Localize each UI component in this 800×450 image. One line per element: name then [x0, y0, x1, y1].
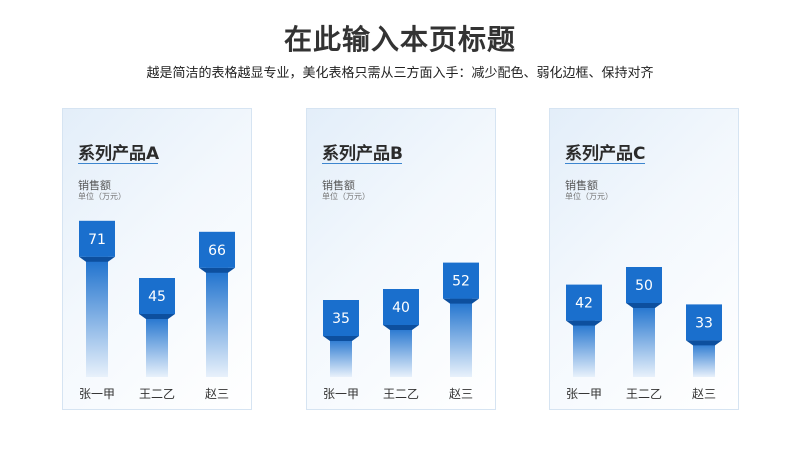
bar-bevel	[686, 340, 722, 346]
bar: 66	[199, 231, 235, 377]
data-label: 42	[575, 296, 593, 312]
bar-bevel	[79, 256, 115, 262]
chart-title: 系列产品C	[565, 144, 646, 164]
data-label: 71	[88, 232, 106, 248]
chart-card-a: 系列产品A 销售额 单位（万元） 71 张一甲 45 王二乙 66 赵三	[62, 108, 252, 410]
bar: 45	[139, 278, 175, 377]
title-underline	[322, 163, 402, 164]
category-label: 张一甲	[566, 387, 602, 401]
title-underline	[78, 163, 158, 164]
data-label: 33	[695, 315, 713, 331]
bar-chart: 35 张一甲 40 王二乙 52 赵三	[323, 262, 479, 401]
category-label: 张一甲	[79, 387, 115, 401]
bar-cap	[199, 231, 235, 268]
bar-cap	[686, 304, 722, 341]
bar: 40	[383, 289, 419, 377]
page-subtitle: 越是简洁的表格越显专业，美化表格只需从三方面入手：减少配色、弱化边框、保持对齐	[146, 66, 654, 81]
category-label: 赵三	[449, 387, 473, 401]
bar-bevel	[383, 325, 419, 330]
bar: 52	[443, 262, 479, 377]
category-label: 赵三	[692, 387, 716, 401]
unit-label: 单位（万元）	[78, 192, 126, 201]
chart-title: 系列产品A	[78, 144, 160, 164]
bar-column	[390, 325, 412, 377]
bar-cap	[443, 262, 479, 299]
bar-cap	[139, 278, 175, 314]
bar-bevel	[323, 336, 359, 341]
bar-bevel	[443, 298, 479, 304]
bar: 33	[686, 304, 722, 377]
chart-title: 系列产品B	[322, 144, 403, 164]
bar-chart: 71 张一甲 45 王二乙 66 赵三	[79, 220, 235, 401]
data-label: 50	[635, 278, 653, 294]
data-label: 52	[452, 274, 470, 290]
category-label: 王二乙	[383, 387, 419, 401]
bar-column	[450, 298, 472, 377]
title-underline	[565, 163, 645, 164]
bar-column	[86, 256, 108, 377]
chart-card-b: 系列产品B 销售额 单位（万元） 35 张一甲 40 王二乙 52 赵三	[306, 108, 496, 410]
y-axis-label: 销售额	[78, 179, 111, 192]
bar-column	[206, 267, 228, 377]
y-axis-label: 销售额	[565, 179, 598, 192]
page-title: 在此输入本页标题	[283, 23, 516, 56]
bar-cap	[626, 267, 662, 303]
bar-column	[573, 320, 595, 377]
bar-column	[633, 303, 655, 377]
data-label: 66	[208, 243, 226, 259]
bar-cap	[79, 220, 115, 257]
category-label: 赵三	[205, 387, 229, 401]
unit-label: 单位（万元）	[322, 192, 370, 201]
bar-column	[146, 314, 168, 377]
bar-cap	[566, 284, 602, 321]
unit-label: 单位（万元）	[565, 192, 613, 201]
category-label: 张一甲	[323, 387, 359, 401]
bar: 35	[323, 300, 359, 377]
bar-chart: 42 张一甲 50 王二乙 33 赵三	[566, 267, 722, 401]
bar-cap	[383, 289, 419, 325]
y-axis-label: 销售额	[322, 179, 355, 192]
data-label: 40	[392, 300, 410, 316]
bar-bevel	[199, 267, 235, 273]
bar-column	[693, 340, 715, 377]
bar-bevel	[626, 303, 662, 308]
bar: 42	[566, 284, 602, 377]
bar: 71	[79, 220, 115, 377]
bar-cap	[323, 300, 359, 336]
data-label: 45	[148, 289, 166, 305]
bar-column	[330, 336, 352, 377]
category-label: 王二乙	[626, 387, 662, 401]
bar-bevel	[139, 314, 175, 319]
bar: 50	[626, 267, 662, 377]
bar-bevel	[566, 320, 602, 326]
data-label: 35	[332, 311, 350, 327]
category-label: 王二乙	[139, 387, 175, 401]
chart-card-c: 系列产品C 销售额 单位（万元） 42 张一甲 50 王二乙 33 赵三	[549, 108, 739, 410]
